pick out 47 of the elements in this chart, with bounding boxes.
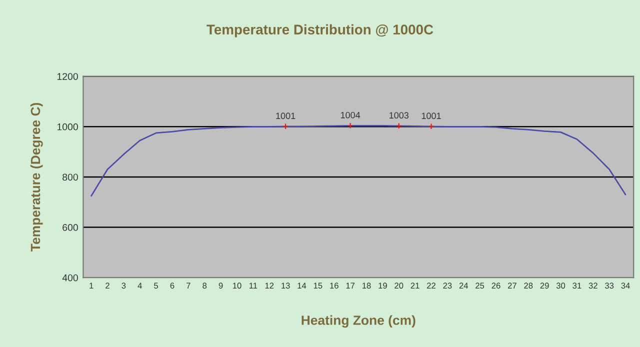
- x-tick-label: 17: [346, 282, 355, 288]
- x-tick-label: 9: [218, 282, 223, 289]
- x-tick-label: 29: [540, 282, 549, 289]
- data-label: 1004: [340, 112, 360, 118]
- data-label: 1003: [390, 112, 409, 119]
- y-tick-label: 600: [62, 224, 78, 231]
- y-axis-title: Temperature (Degree C): [30, 102, 43, 252]
- line-series: [90, 124, 626, 197]
- x-tick-label: 11: [249, 282, 258, 288]
- y-tick-label: 800: [62, 174, 78, 181]
- y-tick-label: 400: [62, 274, 78, 282]
- x-tick-label: 16: [330, 282, 338, 289]
- x-axis-title: Heating Zone (cm): [302, 315, 416, 328]
- x-tick-label: 27: [508, 282, 516, 288]
- x-tick-label: 2: [106, 282, 110, 288]
- x-tick-label: 24: [459, 282, 468, 288]
- x-tick-label: 28: [524, 282, 533, 289]
- x-tick-label: 30: [556, 282, 566, 289]
- x-tick-label: 22: [427, 282, 436, 288]
- x-tick-label: 25: [476, 282, 484, 289]
- x-tick-label: 8: [202, 282, 207, 289]
- x-tick-label: 15: [314, 282, 322, 289]
- x-tick-label: 6: [170, 282, 174, 289]
- x-tick-label: 26: [492, 282, 500, 289]
- x-tick-label: 31: [572, 282, 582, 289]
- x-tick-label: 32: [588, 282, 598, 289]
- x-tick-label: 1: [90, 282, 94, 288]
- x-tick-label: 5: [154, 282, 158, 289]
- x-tick-label: 4: [138, 282, 142, 288]
- x-tick-label: 21: [410, 282, 420, 288]
- x-tick-label: 23: [443, 282, 452, 289]
- x-tick-label: 14: [298, 282, 306, 288]
- x-tick-label: 33: [605, 282, 614, 289]
- chart-title: Temperature Distribution @ 1000C: [206, 24, 434, 38]
- x-tick-label: 20: [394, 282, 404, 289]
- x-tick-label: 10: [232, 282, 242, 289]
- data-label: 1001: [422, 112, 441, 120]
- x-tick-label: 18: [362, 282, 371, 289]
- x-tick-label: 7: [186, 282, 190, 288]
- x-tick-label: 12: [265, 282, 274, 288]
- y-tick-label: 1000: [57, 123, 78, 130]
- y-tick-label: 1200: [57, 73, 78, 80]
- x-tick-label: 19: [378, 282, 387, 289]
- x-tick-label: 13: [282, 282, 290, 289]
- x-tick-label: 34: [621, 282, 630, 289]
- x-tick-label: 3: [122, 282, 126, 289]
- data-label: 1001: [276, 112, 296, 120]
